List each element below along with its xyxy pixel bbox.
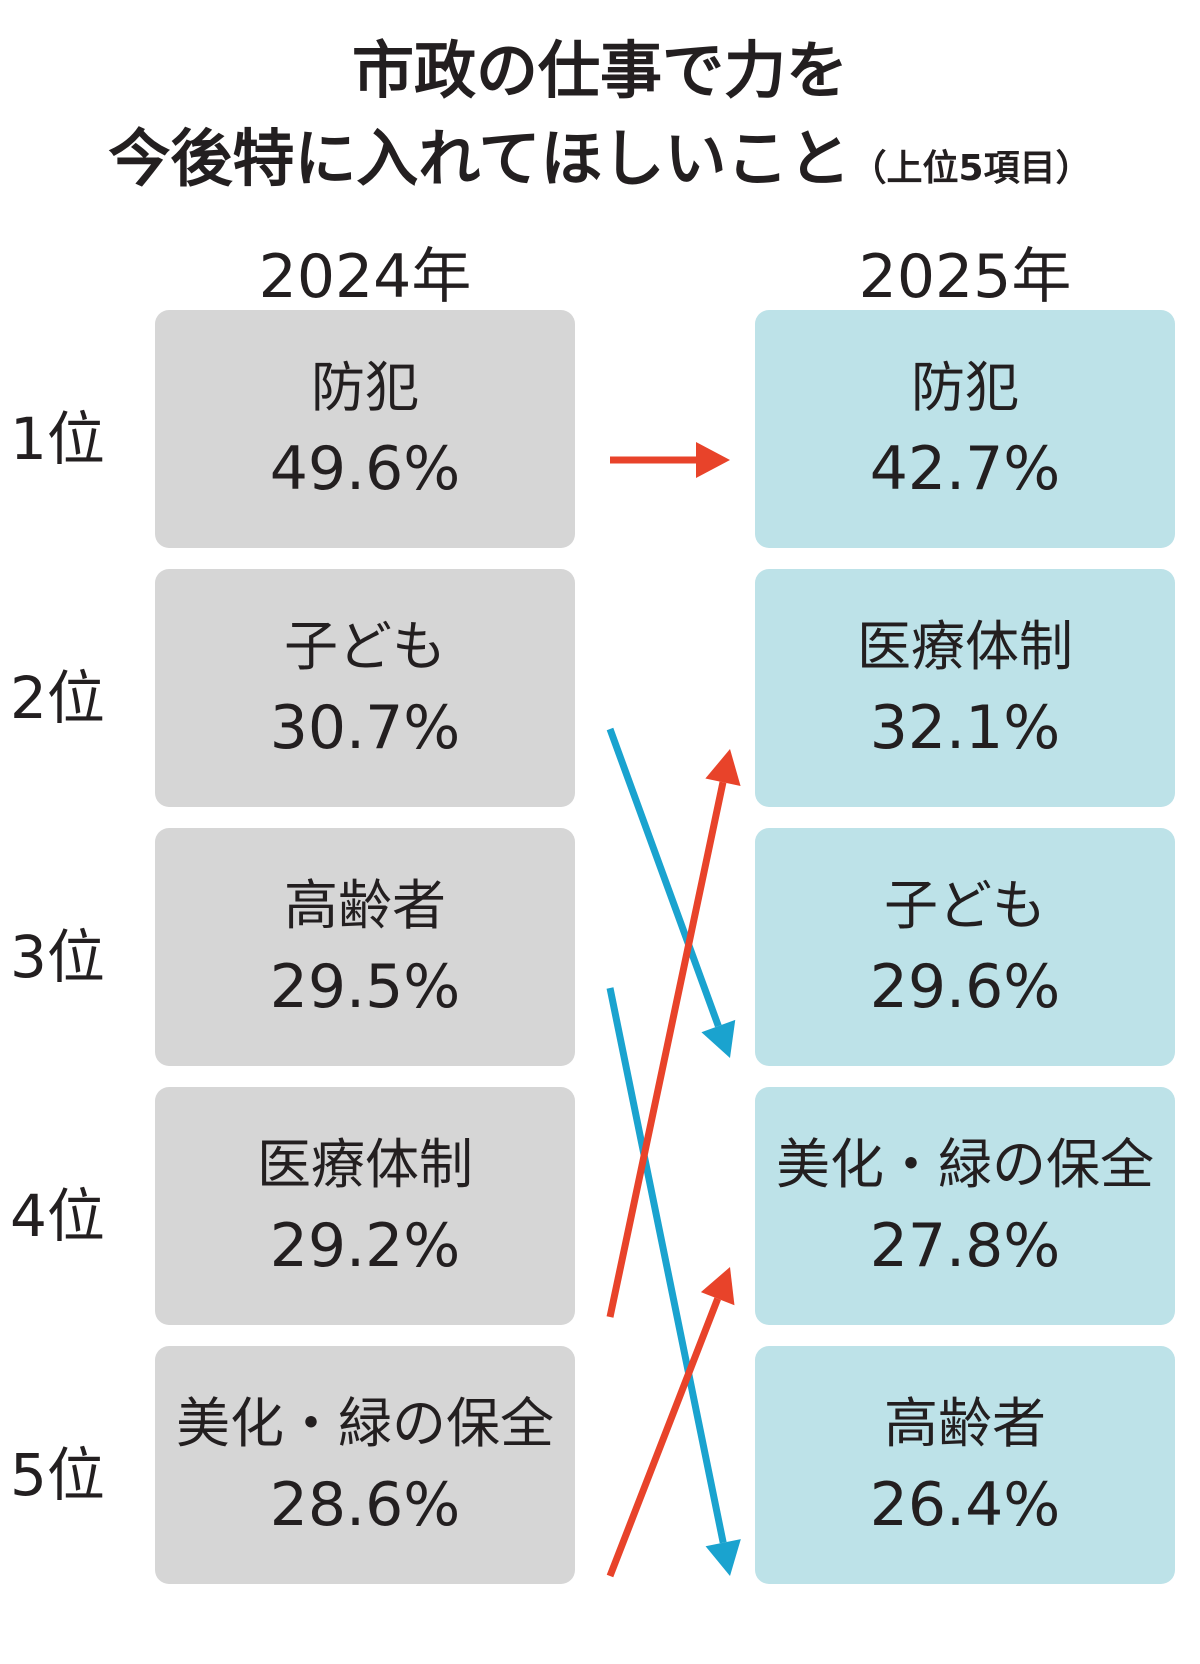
item-2025-rank2: 医療体制 32.1% [755, 569, 1175, 807]
item-name: 医療体制 [257, 1133, 473, 1196]
arrow-up-line [606, 781, 727, 1318]
item-2025-rank4: 美化・緑の保全 27.8% [755, 1087, 1175, 1325]
item-value: 32.1% [869, 693, 1061, 763]
item-2024-rank1: 防犯 49.6% [155, 310, 575, 548]
rank-label-1: 1位 [10, 405, 105, 473]
item-name: 医療体制 [857, 615, 1073, 678]
rank-label-3: 3位 [10, 923, 105, 991]
chart-title-line1: 市政の仕事で力を [351, 34, 848, 107]
chart-title-suffix: （上位5項目） [850, 148, 1092, 189]
item-value: 29.2% [269, 1211, 461, 1281]
item-name: 高齢者 [884, 1392, 1046, 1455]
arrow-up-line [606, 1297, 721, 1578]
item-name: 美化・緑の保全 [776, 1133, 1154, 1196]
arrow-down-line [606, 987, 727, 1544]
arrow-down-line [606, 727, 722, 1028]
arrow-up-head [700, 1267, 735, 1306]
item-2025-rank1: 防犯 42.7% [755, 310, 1175, 548]
item-value: 29.6% [869, 952, 1061, 1022]
chart-title-main: 今後特に入れてほしいこと [108, 122, 851, 195]
arrow-down-head [705, 1539, 741, 1576]
year-header-2024: 2024年 [258, 242, 472, 312]
item-name: 子ども [284, 615, 446, 678]
rank-label-5: 5位 [10, 1441, 105, 1509]
item-2025-rank5: 高齢者 26.4% [755, 1346, 1175, 1584]
item-value: 30.7% [269, 693, 461, 763]
year-header-2025: 2025年 [858, 242, 1072, 312]
item-value: 49.6% [269, 434, 461, 504]
item-2024-rank4: 医療体制 29.2% [155, 1087, 575, 1325]
item-name: 高齢者 [284, 874, 446, 937]
arrow-down-head [701, 1019, 736, 1058]
item-2024-rank2: 子ども 30.7% [155, 569, 575, 807]
item-value: 26.4% [869, 1470, 1061, 1540]
arrow-same-head [696, 442, 730, 478]
item-value: 28.6% [269, 1470, 461, 1540]
item-2025-rank3: 子ども 29.6% [755, 828, 1175, 1066]
rank-label-4: 4位 [10, 1182, 105, 1250]
chart-title-line2: 今後特に入れてほしいこと（上位5項目） [0, 108, 1200, 198]
item-name: 美化・緑の保全 [176, 1392, 554, 1455]
item-name: 子ども [884, 874, 1046, 937]
arrow-up-head [705, 749, 741, 786]
item-2024-rank5: 美化・緑の保全 28.6% [155, 1346, 575, 1584]
item-value: 29.5% [269, 952, 461, 1022]
item-value: 27.8% [869, 1211, 1061, 1281]
item-name: 防犯 [911, 356, 1019, 419]
item-value: 42.7% [869, 434, 1061, 504]
rank-label-2: 2位 [10, 664, 105, 732]
item-2024-rank3: 高齢者 29.5% [155, 828, 575, 1066]
item-name: 防犯 [311, 356, 419, 419]
